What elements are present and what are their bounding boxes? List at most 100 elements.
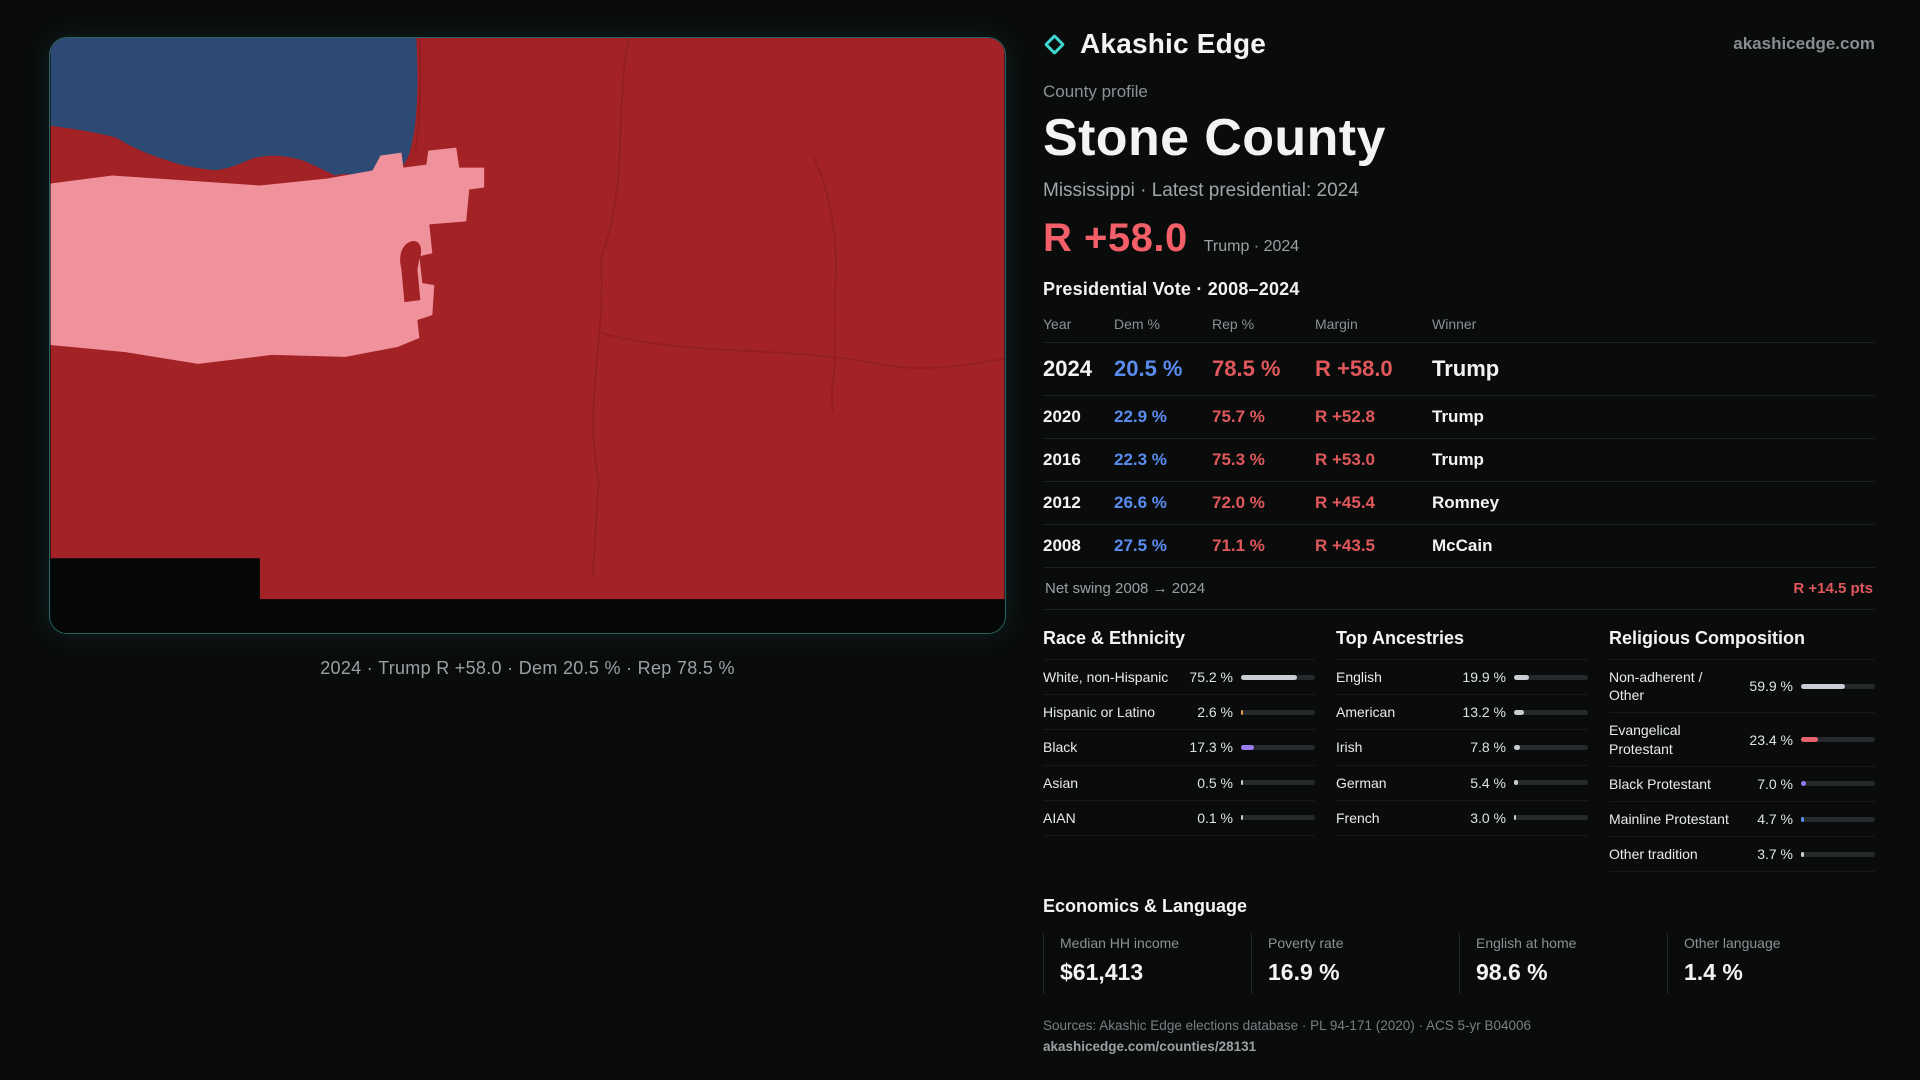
brand-name: Akashic Edge [1080, 28, 1267, 59]
demo-value: 4.7 % [1757, 811, 1793, 828]
demo-bar-track [1241, 709, 1315, 715]
cell-rep: 72.0 % [1212, 493, 1265, 512]
demo-bar-fill [1241, 744, 1254, 750]
demo-label: Non-adherent / Other [1609, 669, 1703, 704]
list-item: Other tradition 3.7 % [1609, 836, 1875, 873]
demo-value: 17.3 % [1189, 739, 1233, 756]
demo-bar-track [1241, 815, 1315, 821]
cell-rep: 75.3 % [1212, 450, 1265, 469]
demo-label: Evangelical Protestant [1609, 722, 1681, 757]
cell-rep: 75.7 % [1212, 407, 1265, 426]
demo-label: English [1336, 669, 1382, 685]
vote-table: Year Dem % Rep % Margin Winner 2024 20.5… [1043, 310, 1875, 568]
footer-sources: Sources: Akashic Edge elections database… [1043, 1018, 1532, 1034]
demo-bar-fill [1514, 709, 1524, 715]
demo-bar-track [1801, 816, 1875, 822]
cell-dem: 26.6 % [1114, 493, 1167, 512]
cell-dem: 22.3 % [1114, 450, 1167, 469]
demo-bar-track [1801, 737, 1875, 743]
demo-label: Hispanic or Latino [1043, 704, 1156, 721]
demo-bar-track [1801, 781, 1875, 787]
cell-dem: 20.5 % [1114, 356, 1183, 381]
net-swing-label: Net swing 2008 → 2024 [1045, 580, 1206, 597]
list-item: American 13.2 % [1336, 694, 1588, 731]
table-row: 2008 27.5 % 71.1 % R +43.5 McCain [1043, 525, 1875, 568]
map-region-lean-rep[interactable] [50, 147, 485, 364]
demographics-section: Race & Ethnicity White, non-Hispanic 75.… [1043, 612, 1875, 873]
demo-bar-fill [1241, 709, 1243, 715]
cell-winner: Trump [1432, 407, 1484, 426]
list-item: Mainline Protestant 4.7 % [1609, 800, 1875, 838]
stat-label: English at home [1476, 935, 1577, 952]
subtitle: Mississippi · Latest presidential: 2024 [1043, 180, 1359, 201]
cell-margin: R +53.0 [1315, 450, 1376, 469]
cell-year: 2024 [1043, 356, 1092, 381]
demo-value: 13.2 % [1462, 704, 1506, 721]
demo-value: 0.5 % [1197, 774, 1233, 791]
race-ethnicity-column: Race & Ethnicity White, non-Hispanic 75.… [1043, 612, 1315, 872]
map-region-rep[interactable] [50, 38, 1005, 600]
col-winner: Winner [1432, 316, 1477, 332]
demo-bar-fill [1514, 674, 1529, 680]
map-enclave-rep[interactable] [400, 241, 422, 303]
stat-cell: Poverty rate 16.9 % [1251, 933, 1459, 995]
net-swing-value: R +14.5 pts [1793, 580, 1873, 597]
map-region-dem[interactable] [50, 38, 418, 178]
cell-year: 2020 [1043, 407, 1081, 426]
demo-bar-fill [1514, 744, 1520, 750]
stat-label: Other language [1684, 935, 1781, 952]
list-item: Evangelical Protestant 23.4 % [1609, 712, 1875, 767]
demo-label: French [1336, 809, 1380, 826]
list-item: Irish 7.8 % [1336, 729, 1588, 766]
demo-bar-track [1241, 674, 1315, 680]
stat-value: 16.9 % [1268, 959, 1340, 986]
demo-value: 23.4 % [1749, 731, 1793, 748]
demo-bar-track [1514, 815, 1588, 821]
demo-bar-fill [1514, 815, 1517, 821]
race-title: Race & Ethnicity [1043, 628, 1186, 648]
vote-table-title: Presidential Vote · 2008–2024 [1043, 279, 1300, 299]
kicker: County profile [1043, 82, 1148, 101]
list-item: AIAN 0.1 % [1043, 799, 1315, 836]
stat-label: Poverty rate [1268, 935, 1344, 952]
stat-cell: Median HH income $61,413 [1043, 933, 1251, 995]
county-map-svg [50, 38, 1005, 633]
demo-bar-track [1241, 744, 1315, 750]
demo-label: German [1336, 774, 1387, 791]
demo-value: 59.9 % [1749, 678, 1793, 695]
demo-bar-fill [1801, 737, 1819, 743]
demo-bar-fill [1801, 816, 1805, 822]
header: Akashic Edge akashicedge.com [1043, 28, 1875, 60]
footer-permalink[interactable]: akashicedge.com/counties/28131 [1043, 1039, 1257, 1055]
county-profile-panel: Akashic Edge akashicedge.com County prof… [1043, 28, 1875, 1054]
col-rep: Rep % [1212, 316, 1255, 332]
demo-value: 19.9 % [1462, 669, 1506, 686]
demo-bar-fill [1241, 674, 1297, 680]
cell-rep: 71.1 % [1212, 536, 1265, 555]
site-domain-link[interactable]: akashicedge.com [1733, 34, 1875, 53]
cell-winner: Trump [1432, 356, 1500, 381]
col-year: Year [1043, 316, 1072, 332]
demo-bar-fill [1801, 683, 1846, 689]
table-row: 2016 22.3 % 75.3 % R +53.0 Trump [1043, 439, 1875, 482]
ancestries-title: Top Ancestries [1336, 628, 1465, 648]
demo-bar-track [1514, 709, 1588, 715]
demo-value: 75.2 % [1189, 669, 1233, 686]
demo-label: Irish [1336, 739, 1363, 756]
col-dem: Dem % [1114, 316, 1160, 332]
map-panel [49, 37, 1006, 634]
demo-bar-track [1241, 780, 1315, 786]
page-title: Stone County [1043, 109, 1386, 167]
table-row: 2012 26.6 % 72.0 % R +45.4 Romney [1043, 482, 1875, 525]
cell-margin: R +52.8 [1315, 407, 1376, 426]
stat-value: $61,413 [1060, 959, 1144, 986]
demo-label: Other tradition [1609, 846, 1698, 863]
cell-rep: 78.5 % [1212, 356, 1281, 381]
list-item: German 5.4 % [1336, 764, 1588, 801]
list-item: Hispanic or Latino 2.6 % [1043, 694, 1315, 731]
demo-bar-fill [1514, 780, 1518, 786]
demo-value: 3.7 % [1757, 846, 1793, 863]
list-item: Black Protestant 7.0 % [1609, 765, 1875, 802]
list-item: French 3.0 % [1336, 799, 1588, 836]
economics-stats-row: Median HH income $61,413 Poverty rate 16… [1043, 933, 1875, 995]
